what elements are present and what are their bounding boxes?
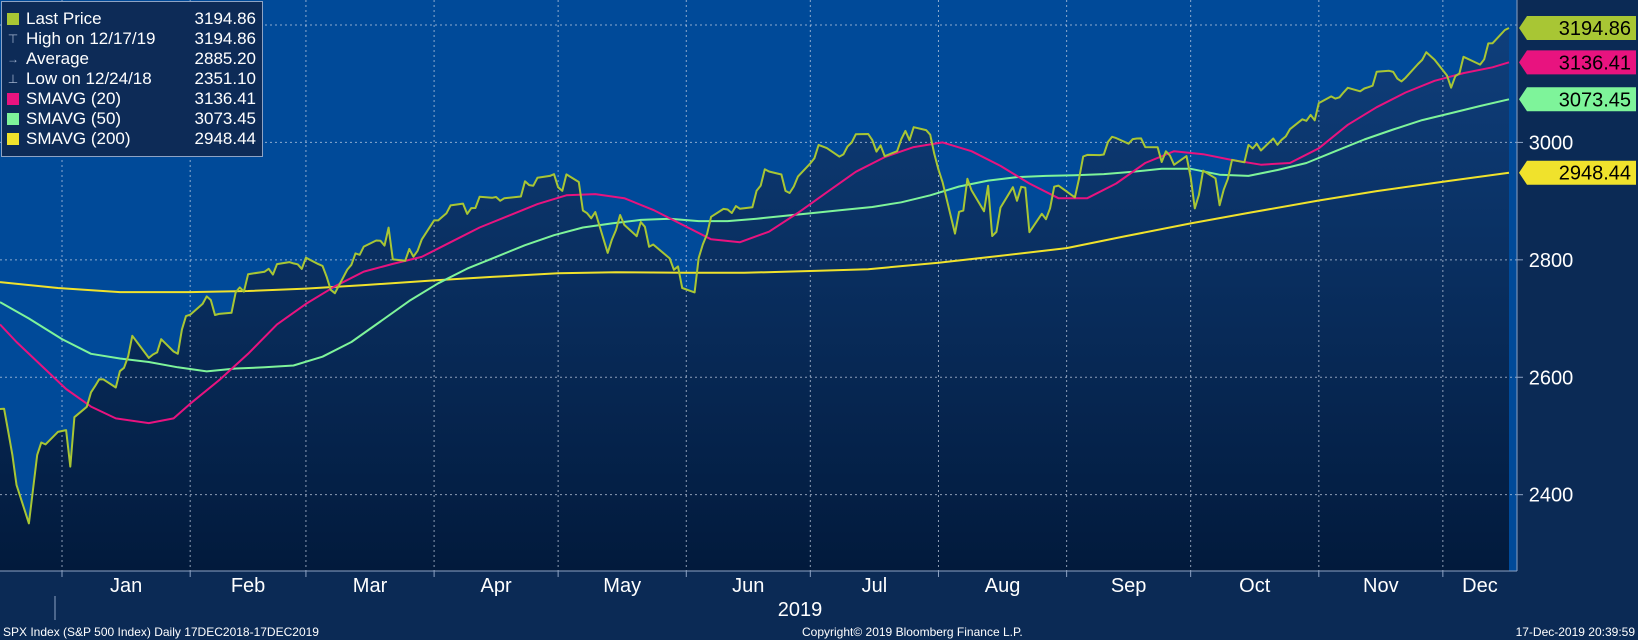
legend-value: 3194.86 <box>194 29 256 48</box>
y-tick-label: 2400 <box>1529 485 1574 507</box>
y-tick-label: 2600 <box>1529 367 1574 389</box>
legend-value: 3073.45 <box>194 109 256 128</box>
series-line <box>0 61 1510 425</box>
legend-label: Last Price <box>26 9 102 28</box>
price-area-fill <box>0 28 1509 571</box>
end-value-text: 3073.45 <box>1559 89 1631 111</box>
y-tick-label: 3000 <box>1529 132 1574 154</box>
legend-value: 2948.44 <box>194 129 256 148</box>
legend-swatch-color <box>7 13 19 25</box>
x-tick-label: Aug <box>985 575 1021 597</box>
legend-row: ⊤ High on 12/17/19 3194.86 <box>6 29 256 49</box>
end-value-text: 3194.86 <box>1559 18 1631 40</box>
legend-swatch <box>6 89 20 109</box>
x-tick-label: Jul <box>862 575 888 597</box>
x-tick-label: Mar <box>353 575 388 597</box>
legend-swatch <box>6 109 20 129</box>
end-labels: 3194.86 3136.41 3073.45 2948.44 <box>1519 16 1636 185</box>
end-value-box <box>1519 160 1636 185</box>
x-tick-label: Jan <box>110 575 142 597</box>
legend-swatch <box>6 129 20 149</box>
high-glyph-icon: ⊤ <box>7 32 19 46</box>
end-value-label: 3073.45 <box>1519 87 1636 112</box>
x-tick-label: Oct <box>1239 575 1271 597</box>
legend-row: SMAVG (50) 3073.45 <box>6 109 256 129</box>
legend-row: Last Price 3194.86 <box>6 9 256 29</box>
legend-label: SMAVG (50) <box>26 109 122 128</box>
avg-glyph-icon: → <box>7 52 19 66</box>
legend-swatch-color <box>7 133 19 145</box>
end-value-text: 3136.41 <box>1559 52 1631 74</box>
legend: Last Price 3194.86 ⊤ High on 12/17/19 3194.8… <box>1 1 263 157</box>
series-line <box>0 27 1510 525</box>
end-value-label: 3136.41 <box>1519 50 1636 75</box>
legend-row: ⊥ Low on 12/24/18 2351.10 <box>6 69 256 89</box>
x-tick-label: Nov <box>1363 575 1399 597</box>
legend-label: Low on 12/24/18 <box>26 69 152 88</box>
series-line <box>0 171 1510 294</box>
x-tick-label: Sep <box>1111 575 1147 597</box>
y-tick-label: 2800 <box>1529 250 1574 272</box>
legend-value: 3194.86 <box>194 9 256 28</box>
x-tick-label: Dec <box>1462 575 1498 597</box>
end-value-label: 3194.86 <box>1519 16 1636 41</box>
end-value-text: 2948.44 <box>1559 163 1631 185</box>
x-tick-label: Jun <box>732 575 764 597</box>
low-glyph-icon: ⊥ <box>7 72 19 86</box>
legend-row: SMAVG (20) 3136.41 <box>6 89 256 109</box>
series-group <box>0 27 1510 525</box>
legend-label: High on 12/17/19 <box>26 29 156 48</box>
x-tick-label: Feb <box>231 575 265 597</box>
legend-label: SMAVG (20) <box>26 89 122 108</box>
legend-value: 2885.20 <box>194 49 256 68</box>
x-axis: 2019 Jan Feb Mar Apr May Jun Jul Aug Sep Oct Nov De… <box>0 570 1517 621</box>
legend-swatch-color <box>7 93 19 105</box>
end-value-box <box>1519 16 1636 41</box>
end-value-box <box>1519 87 1636 112</box>
series-line <box>0 98 1510 373</box>
legend-swatch <box>6 9 20 29</box>
end-value-label: 2948.44 <box>1519 160 1636 185</box>
legend-swatch-color <box>7 113 19 125</box>
y-axis: 2400 2600 2800 3000 <box>1517 132 1574 507</box>
legend-row: → Average 2885.20 <box>6 49 256 69</box>
footer-copyright: Copyright© 2019 Bloomberg Finance L.P. <box>802 625 1023 639</box>
footer-timestamp: 17-Dec-2019 20:39:59 <box>1515 625 1635 639</box>
x-tick-label: Apr <box>481 575 512 597</box>
legend-label: SMAVG (200) <box>26 129 131 148</box>
legend-value: 2351.10 <box>194 69 256 88</box>
end-value-box <box>1519 50 1636 75</box>
x-tick-label: May <box>603 575 641 597</box>
year-label: 2019 <box>778 599 823 621</box>
legend-value: 3136.41 <box>194 89 256 108</box>
footer-bar: SPX Index (S&P 500 Index) Daily 17DEC201… <box>0 622 1638 640</box>
legend-label: Average <box>26 49 90 68</box>
legend-row: SMAVG (200) 2948.44 <box>6 129 256 149</box>
footer-security-info: SPX Index (S&P 500 Index) Daily 17DEC201… <box>3 625 319 639</box>
